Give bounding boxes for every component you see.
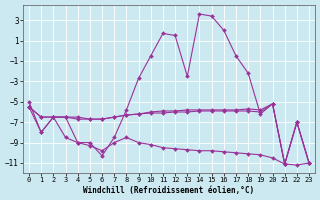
X-axis label: Windchill (Refroidissement éolien,°C): Windchill (Refroidissement éolien,°C) <box>84 186 255 195</box>
